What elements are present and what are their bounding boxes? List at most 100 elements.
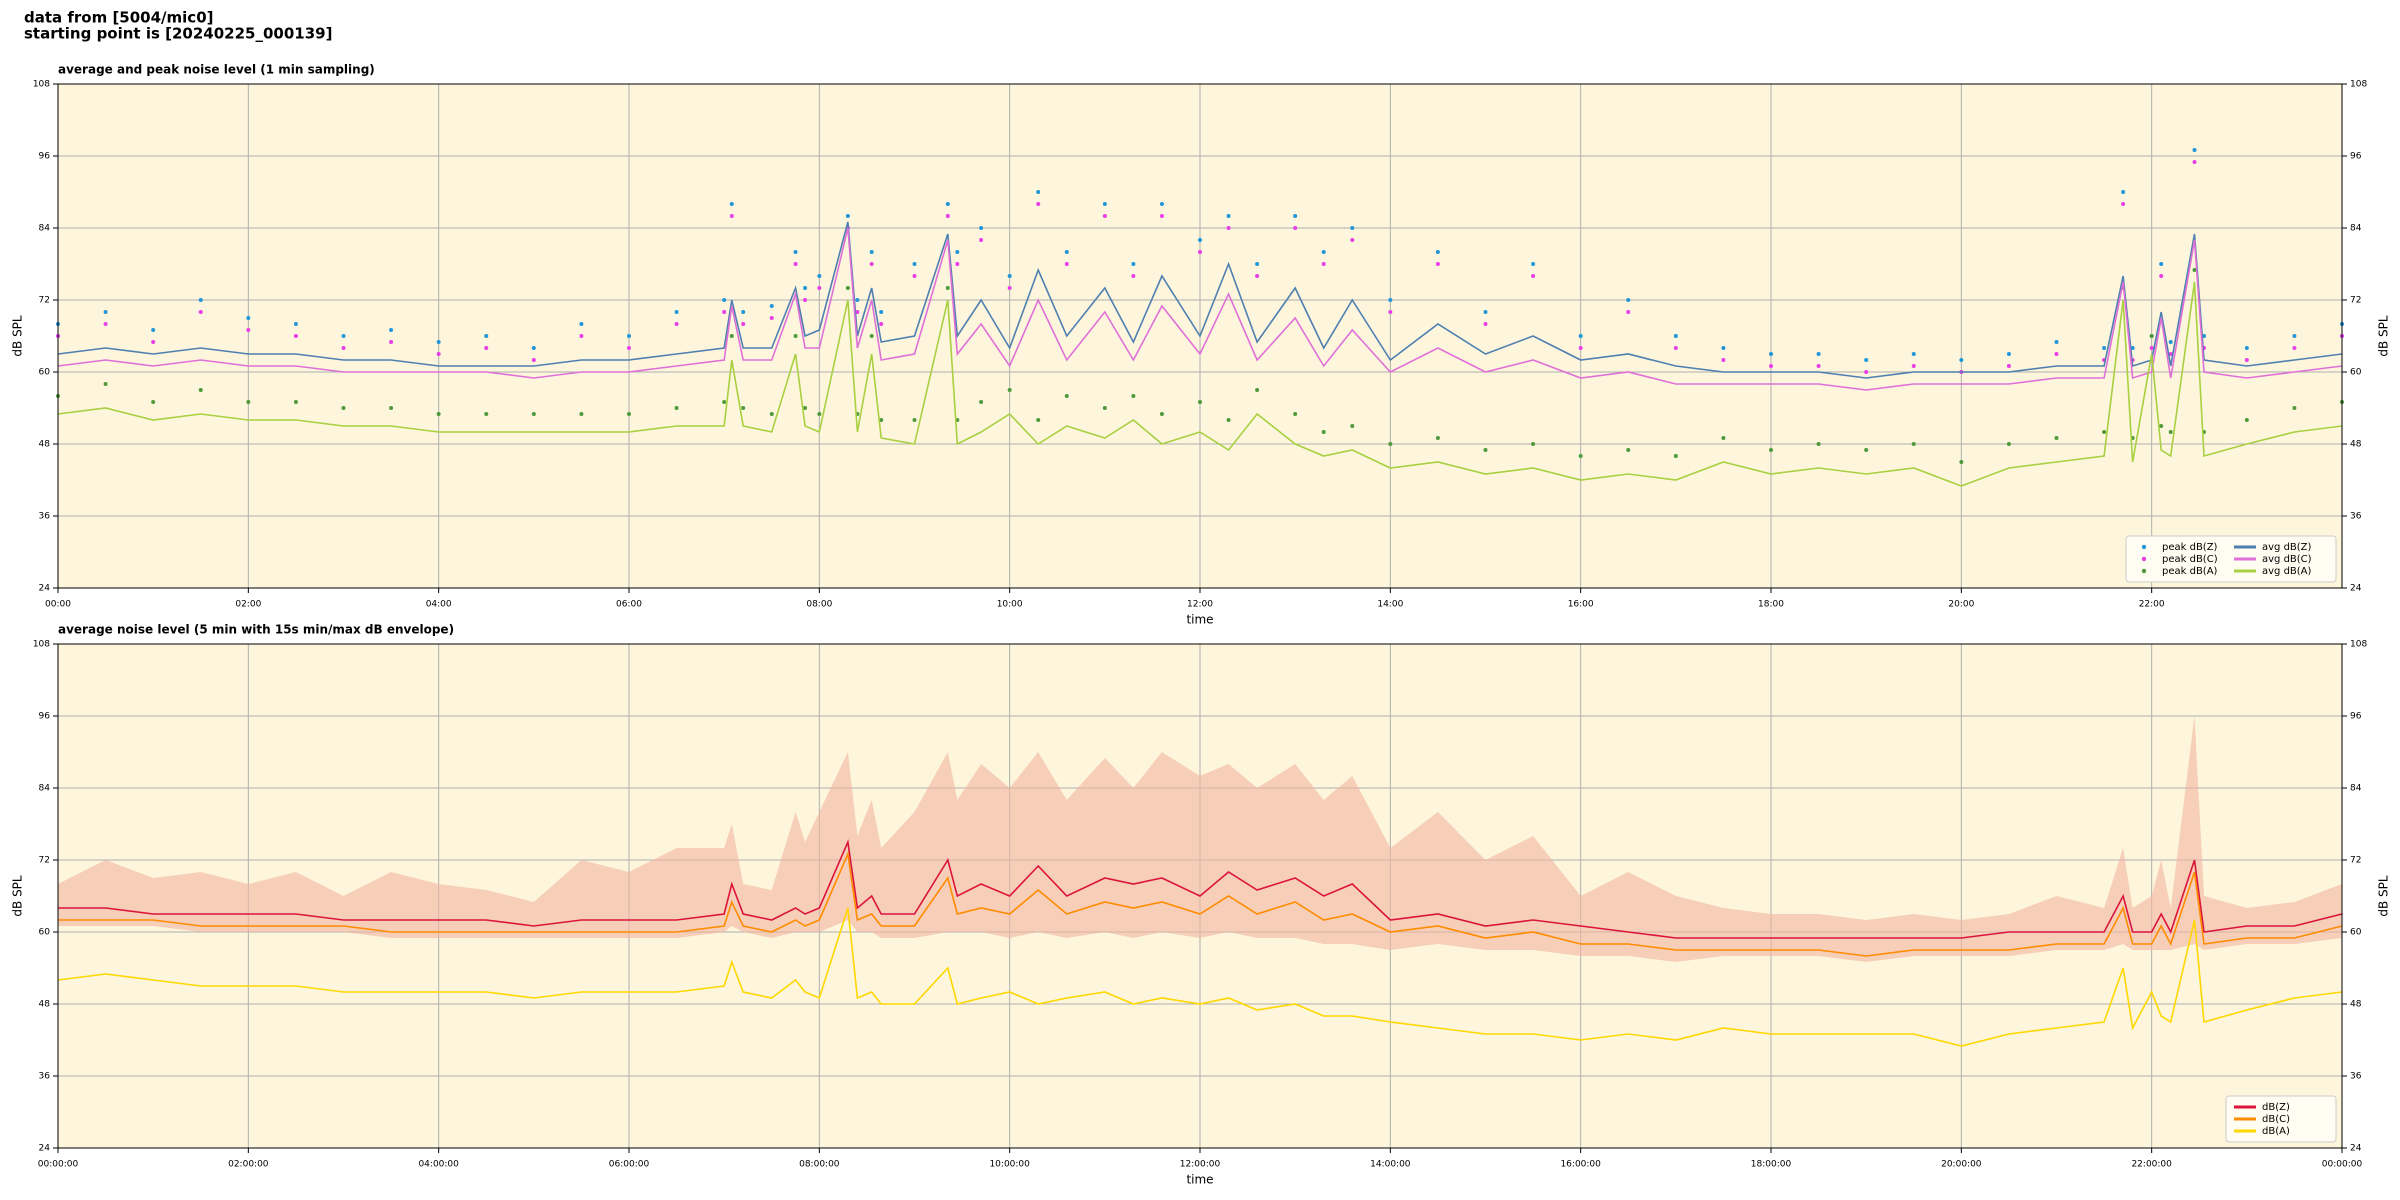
y-tick-label: 24 — [2350, 584, 2362, 594]
legend-label: peak dB(Z) — [2162, 542, 2218, 553]
peak-dot — [1321, 250, 1326, 254]
peak-dot — [1350, 238, 1355, 242]
peak-dot — [1102, 214, 1107, 218]
y-tick-label: 72 — [39, 856, 50, 866]
peak-dot — [2102, 346, 2107, 350]
peak-dot — [855, 310, 860, 314]
x-tick-label: 02:00:00 — [228, 1160, 269, 1170]
x-tick-label: 08:00:00 — [799, 1160, 840, 1170]
chart-title: average noise level (5 min with 15s min/… — [58, 623, 454, 637]
peak-dot — [579, 322, 584, 326]
peak-dot — [151, 328, 156, 332]
envelope-area — [58, 716, 2342, 962]
peak-dot — [1911, 364, 1916, 368]
peak-dot — [2149, 346, 2154, 350]
peak-dot — [484, 334, 489, 338]
peak-dot — [1036, 418, 1041, 422]
peak-dot — [2244, 418, 2249, 422]
legend-label: peak dB(C) — [2162, 554, 2218, 565]
peak-dot — [817, 412, 822, 416]
peak-dot — [2244, 358, 2249, 362]
series-line — [57, 907, 2343, 1047]
peak-dot — [674, 310, 679, 314]
peak-dot — [2149, 334, 2154, 338]
y-tick-label: 84 — [39, 224, 51, 234]
legend-label: avg dB(A) — [2262, 566, 2312, 577]
peak-dot — [912, 274, 917, 278]
peak-dot — [1388, 298, 1393, 302]
peak-dot — [246, 328, 251, 332]
x-tick-label: 14:00 — [1377, 600, 1403, 610]
peak-dot — [627, 346, 631, 350]
x-axis-label: time — [1186, 613, 1213, 627]
legend-marker — [2141, 544, 2147, 550]
peak-dot — [1036, 202, 1041, 206]
peak-dot — [198, 310, 203, 314]
plot-frame — [57, 643, 2343, 1149]
x-tick-label: 18:00:00 — [1751, 1160, 1792, 1170]
y-tick-label: 72 — [2350, 856, 2361, 866]
peak-dot — [1911, 352, 1916, 356]
peak-dot — [1255, 262, 1260, 266]
y-tick-label: 60 — [2350, 928, 2362, 938]
peak-dot — [793, 334, 798, 338]
peak-dot — [1064, 262, 1069, 266]
peak-dot — [103, 382, 108, 386]
peak-dot — [979, 400, 984, 404]
peak-dot — [945, 286, 950, 290]
y-axis-label: dB SPL — [2377, 875, 2391, 917]
y-tick-label: 108 — [2350, 80, 2367, 90]
peak-dot — [1226, 214, 1231, 218]
y-tick-label: 24 — [2350, 1144, 2362, 1154]
peak-dot — [1816, 442, 1821, 446]
header-line: starting point is [20240225_000139] — [24, 25, 332, 43]
peak-dot — [1321, 262, 1326, 266]
peak-dot — [1626, 448, 1631, 452]
x-tick-label: 18:00 — [1758, 600, 1784, 610]
peak-dot — [2168, 352, 2173, 356]
x-tick-label: 12:00 — [1187, 600, 1213, 610]
peak-dot — [945, 214, 950, 218]
x-axis-label: time — [1186, 1173, 1213, 1187]
y-tick-label: 36 — [39, 1072, 51, 1082]
y-tick-label: 84 — [2350, 784, 2362, 794]
peak-dot — [484, 412, 489, 416]
peak-dot — [845, 286, 850, 290]
peak-dot — [1131, 262, 1136, 266]
series-line — [57, 227, 2343, 391]
peak-dot — [531, 412, 536, 416]
y-tick-label: 108 — [2350, 640, 2367, 650]
peak-dot — [674, 406, 679, 410]
peak-dot — [389, 340, 394, 344]
peak-dot — [1673, 346, 1678, 350]
peak-dot — [293, 322, 298, 326]
peak-dot — [803, 406, 808, 410]
peak-dot — [103, 310, 108, 314]
peak-dot — [1388, 442, 1393, 446]
y-tick-label: 36 — [2350, 512, 2362, 522]
peak-dot — [1578, 454, 1583, 458]
peak-dot — [341, 334, 346, 338]
peak-dot — [1064, 250, 1069, 254]
peak-dot — [912, 418, 917, 422]
peak-dot — [1198, 250, 1202, 254]
peak-dot — [741, 322, 746, 326]
peak-dot — [955, 262, 960, 266]
x-tick-label: 06:00 — [616, 600, 642, 610]
peak-dot — [389, 406, 394, 410]
peak-dot — [2159, 424, 2164, 428]
peak-dot — [741, 310, 746, 314]
peak-dot — [2292, 406, 2297, 410]
peak-dot — [769, 412, 774, 416]
peak-dot — [1036, 190, 1041, 194]
y-tick-label: 96 — [39, 152, 51, 162]
peak-dot — [341, 406, 346, 410]
x-tick-label: 02:00 — [235, 600, 261, 610]
peak-dot — [1131, 394, 1136, 398]
x-tick-label: 14:00:00 — [1370, 1160, 1411, 1170]
peak-dot — [1721, 358, 1726, 362]
x-tick-label: 10:00 — [997, 600, 1023, 610]
peak-dot — [879, 310, 884, 314]
peak-dot — [1864, 358, 1869, 362]
peak-dot — [1226, 226, 1231, 230]
